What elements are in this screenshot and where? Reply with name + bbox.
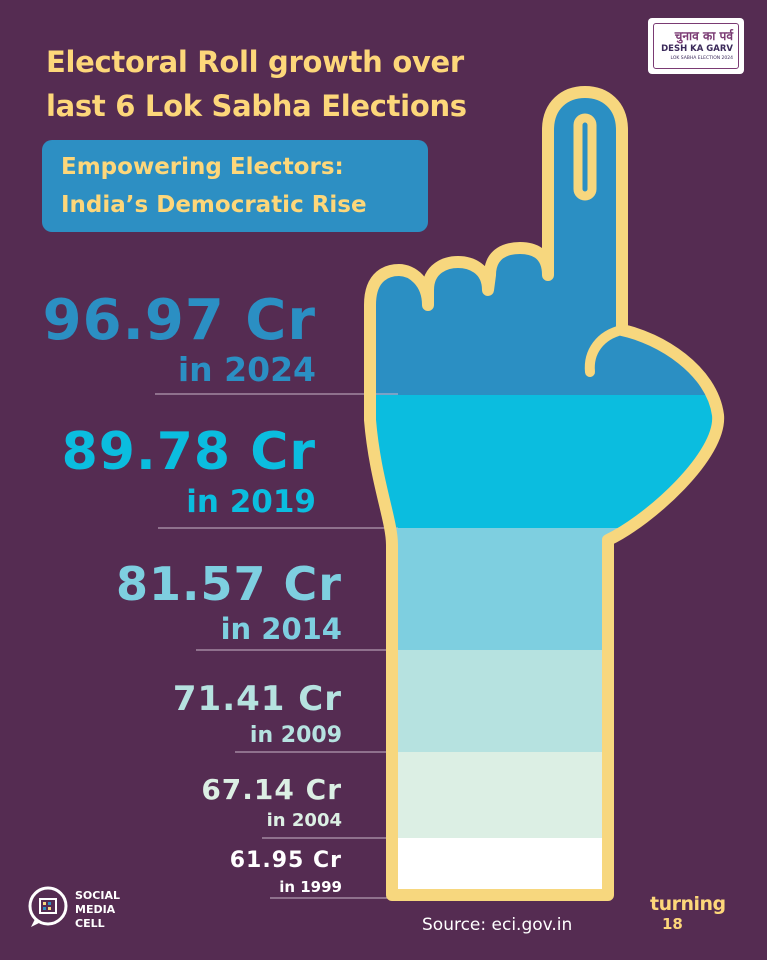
source-note: Source: eci.gov.in bbox=[422, 915, 573, 935]
turning-word: turning bbox=[650, 893, 726, 915]
page-title: Electoral Roll growth over last 6 Lok Sa… bbox=[46, 40, 546, 128]
title-line-2: last 6 Lok Sabha Elections bbox=[46, 89, 467, 123]
subtitle: Empowering Electors: India’s Democratic … bbox=[61, 148, 367, 224]
value-label-1999: 61.95 Cr bbox=[229, 848, 342, 873]
band-2019 bbox=[370, 395, 719, 528]
cell-line-2: MEDIA bbox=[75, 903, 116, 916]
social-media-cell-logo: SOCIAL MEDIA CELL bbox=[27, 885, 177, 935]
election-logo: चुनाव का पर्व DESH KA GARV LOK SABHA ELE… bbox=[648, 18, 744, 74]
value-label-2004: 67.14 Cr bbox=[201, 773, 342, 806]
year-label-2024: in 2024 bbox=[177, 350, 316, 389]
social-media-cell-text: SOCIAL MEDIA CELL bbox=[75, 889, 120, 931]
year-label-2014: in 2014 bbox=[220, 612, 342, 646]
hand-outline bbox=[364, 86, 725, 901]
value-label-2014: 81.57 Cr bbox=[116, 557, 342, 611]
turning-18-logo: turning 18 bbox=[650, 893, 750, 943]
logo-sub-text: LOK SABHA ELECTION 2024 bbox=[670, 56, 733, 61]
logo-frame: चुनाव का पर्व DESH KA GARV LOK SABHA ELE… bbox=[653, 23, 739, 69]
ink-mark bbox=[573, 113, 597, 201]
band-2004 bbox=[370, 752, 719, 838]
subtitle-line-2: India’s Democratic Rise bbox=[61, 192, 367, 218]
year-label-2004: in 2004 bbox=[266, 810, 342, 831]
title-line-1: Electoral Roll growth over bbox=[46, 45, 464, 79]
logo-hindi-text: चुनाव का पर्व bbox=[674, 29, 733, 43]
thumb-line bbox=[584, 325, 627, 377]
value-label-2019: 89.78 Cr bbox=[61, 422, 316, 482]
band-2014 bbox=[370, 528, 719, 650]
band-2009 bbox=[370, 650, 719, 752]
cell-line-1: SOCIAL bbox=[75, 889, 120, 902]
logo-main-text: DESH KA GARV bbox=[661, 44, 733, 54]
ballot-chat-icon bbox=[28, 886, 68, 927]
year-label-1999: in 1999 bbox=[279, 878, 342, 896]
year-label-2009: in 2009 bbox=[249, 723, 342, 748]
subtitle-line-1: Empowering Electors: bbox=[61, 154, 344, 180]
year-label-2019: in 2019 bbox=[186, 484, 316, 520]
subtitle-box: Empowering Electors: India’s Democratic … bbox=[42, 140, 428, 232]
value-label-2009: 71.41 Cr bbox=[172, 679, 342, 719]
value-label-2024: 96.97 Cr bbox=[42, 288, 316, 353]
cell-line-3: CELL bbox=[75, 917, 105, 930]
turning-number: 18 bbox=[662, 915, 683, 933]
